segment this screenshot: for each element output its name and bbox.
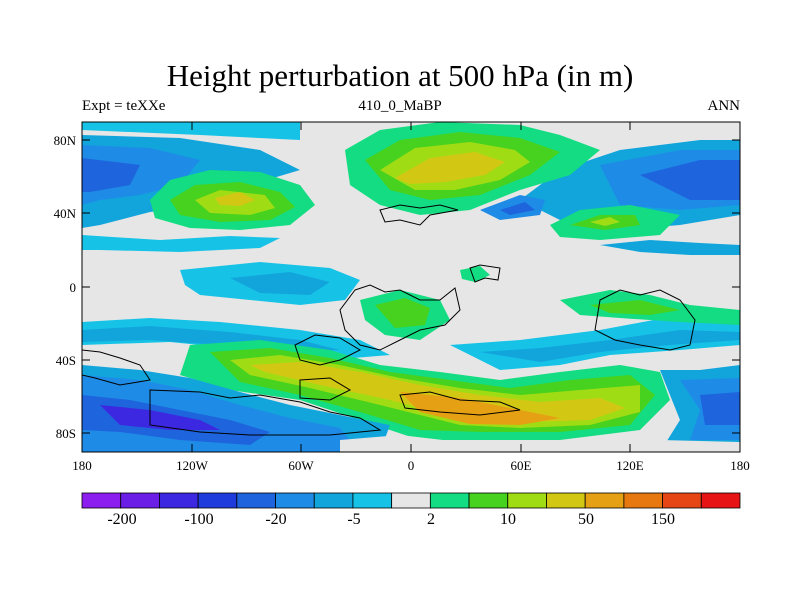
colorbar-swatch bbox=[120, 492, 160, 509]
lat-labels: 80N 40N 0 40S 80S bbox=[54, 133, 77, 441]
coastlines bbox=[82, 204, 696, 436]
lon-label-60w: 60W bbox=[288, 458, 314, 473]
lon-label-60e: 60E bbox=[511, 458, 532, 473]
colorbar-swatch bbox=[275, 492, 315, 509]
lon-label-180e: 180 bbox=[730, 458, 750, 473]
colorbar-swatch bbox=[236, 492, 276, 509]
lon-label-0: 0 bbox=[408, 458, 415, 473]
colorbar-label: 10 bbox=[500, 511, 516, 528]
lon-label-120w: 120W bbox=[176, 458, 209, 473]
colorbar bbox=[81, 492, 741, 509]
lon-label-180w: 180 bbox=[72, 458, 92, 473]
colorbar-label: 50 bbox=[578, 511, 594, 528]
colorbar-label: -5 bbox=[347, 511, 360, 528]
lat-label-40n: 40N bbox=[54, 206, 77, 221]
colorbar-label: -100 bbox=[184, 511, 213, 528]
period-label: 410_0_MaBP bbox=[358, 98, 442, 114]
experiment-label: Expt = teXXe bbox=[82, 98, 166, 114]
colorbar-label: 150 bbox=[651, 511, 675, 528]
colorbar-labels: -200 -100 -20 -5 2 10 50 150 bbox=[107, 511, 675, 528]
colorbar-swatch bbox=[197, 492, 238, 509]
lat-label-0: 0 bbox=[70, 280, 77, 295]
chart-title: Height perturbation at 500 hPa (in m) bbox=[166, 58, 634, 93]
colorbar-swatch bbox=[700, 492, 741, 509]
colorbar-swatch bbox=[391, 492, 431, 509]
colorbar-swatch bbox=[507, 492, 547, 509]
colorbar-swatch bbox=[623, 492, 663, 509]
contour-field bbox=[82, 122, 740, 452]
colorbar-label: -200 bbox=[107, 511, 136, 528]
colorbar-swatch bbox=[468, 492, 509, 509]
colorbar-swatch bbox=[313, 492, 354, 509]
colorbar-swatch bbox=[662, 492, 702, 509]
colorbar-swatch bbox=[584, 492, 625, 509]
lat-label-80s: 80S bbox=[56, 426, 76, 441]
colorbar-swatch bbox=[81, 492, 122, 509]
colorbar-swatch bbox=[159, 492, 199, 509]
lat-label-80n: 80N bbox=[54, 133, 77, 148]
lon-labels: 180 120W 60W 0 60E 120E 180 bbox=[72, 458, 750, 473]
lat-label-40s: 40S bbox=[56, 353, 76, 368]
colorbar-swatch bbox=[352, 492, 393, 509]
lon-ticks bbox=[81, 122, 741, 452]
colorbar-swatch bbox=[546, 492, 586, 509]
lat-ticks bbox=[82, 139, 740, 434]
colorbar-swatch bbox=[429, 492, 470, 509]
season-label: ANN bbox=[707, 98, 741, 114]
lon-label-120e: 120E bbox=[616, 458, 644, 473]
colorbar-label: 2 bbox=[427, 511, 435, 528]
colorbar-label: -20 bbox=[265, 511, 286, 528]
